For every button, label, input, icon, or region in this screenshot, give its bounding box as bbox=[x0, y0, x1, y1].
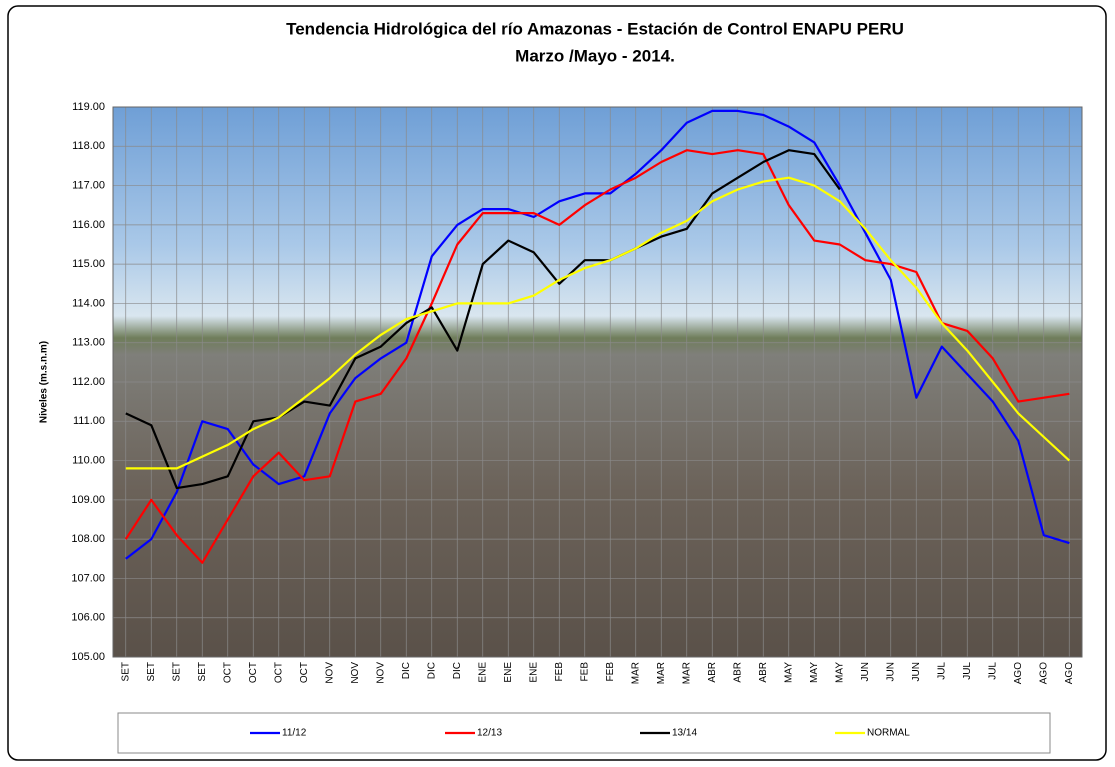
x-tick-label: MAR bbox=[681, 662, 692, 684]
x-tick-label: ENE bbox=[503, 662, 514, 683]
x-tick-label: NOV bbox=[324, 662, 335, 684]
x-tick-label: OCT bbox=[273, 662, 284, 683]
x-tick-label: NOV bbox=[375, 662, 386, 684]
x-tick-label: SET bbox=[171, 662, 182, 681]
y-tick-label: 119.00 bbox=[72, 101, 105, 113]
x-tick-label: ENE bbox=[477, 662, 488, 683]
x-tick-label: OCT bbox=[248, 662, 259, 683]
x-tick-label: JUL bbox=[987, 662, 998, 680]
x-tick-label: AGO bbox=[1038, 662, 1049, 684]
x-tick-label: FEB bbox=[579, 662, 590, 682]
legend-label: 11/12 bbox=[282, 728, 307, 739]
x-tick-label: AGO bbox=[1064, 662, 1075, 684]
x-tick-label: OCT bbox=[222, 662, 233, 683]
x-tick-label: MAR bbox=[630, 662, 641, 684]
x-tick-label: SET bbox=[197, 662, 208, 681]
y-tick-label: 113.00 bbox=[72, 337, 105, 349]
x-tick-label: ABR bbox=[758, 662, 769, 683]
y-tick-label: 109.00 bbox=[71, 494, 105, 506]
x-tick-label: JUL bbox=[936, 662, 947, 680]
x-tick-label: JUN bbox=[860, 662, 871, 681]
x-tick-label: JUN bbox=[911, 662, 922, 681]
y-tick-label: 117.00 bbox=[72, 179, 105, 191]
x-tick-label: MAY bbox=[834, 662, 845, 683]
chart-subtitle: Marzo /Mayo - 2014. bbox=[515, 46, 675, 65]
x-tick-label: DIC bbox=[401, 662, 412, 679]
x-tick-label: DIC bbox=[426, 662, 437, 679]
y-tick-label: 111.00 bbox=[73, 415, 105, 427]
y-tick-label: 112.00 bbox=[72, 376, 105, 388]
x-tick-label: FEB bbox=[554, 662, 565, 682]
y-tick-label: 108.00 bbox=[71, 533, 105, 545]
chart-title: Tendencia Hidrológica del río Amazonas -… bbox=[286, 19, 904, 38]
x-tick-label: JUN bbox=[885, 662, 896, 681]
x-tick-label: SET bbox=[120, 662, 131, 681]
y-tick-label: 107.00 bbox=[71, 572, 105, 584]
y-tick-label: 116.00 bbox=[72, 219, 105, 231]
x-tick-label: MAY bbox=[783, 662, 794, 683]
legend-label: 12/13 bbox=[477, 728, 502, 739]
y-tick-label: 110.00 bbox=[72, 454, 105, 466]
y-axis-label: Niveles (m.s.n.m) bbox=[39, 341, 50, 423]
y-tick-label: 115.00 bbox=[72, 258, 105, 270]
y-tick-label: 106.00 bbox=[71, 612, 105, 624]
x-tick-label: FEB bbox=[605, 662, 616, 682]
x-tick-label: OCT bbox=[299, 662, 310, 683]
legend-label: NORMAL bbox=[867, 728, 910, 739]
y-tick-label: 114.00 bbox=[72, 297, 105, 309]
x-tick-label: MAR bbox=[656, 662, 667, 684]
x-tick-label: DIC bbox=[452, 662, 463, 679]
x-tick-label: NOV bbox=[350, 662, 361, 684]
x-tick-label: MAY bbox=[809, 662, 820, 683]
y-tick-label: 118.00 bbox=[72, 140, 105, 152]
y-tick-label: 105.00 bbox=[71, 651, 105, 663]
chart: Tendencia Hidrológica del río Amazonas -… bbox=[0, 0, 1115, 767]
x-tick-label: AGO bbox=[1013, 662, 1024, 684]
x-tick-label: ENE bbox=[528, 662, 539, 683]
legend-label: 13/14 bbox=[672, 728, 697, 739]
x-tick-label: ABR bbox=[732, 662, 743, 683]
x-tick-label: ABR bbox=[707, 662, 718, 683]
x-tick-label: SET bbox=[146, 662, 157, 681]
x-tick-label: JUL bbox=[962, 662, 973, 680]
